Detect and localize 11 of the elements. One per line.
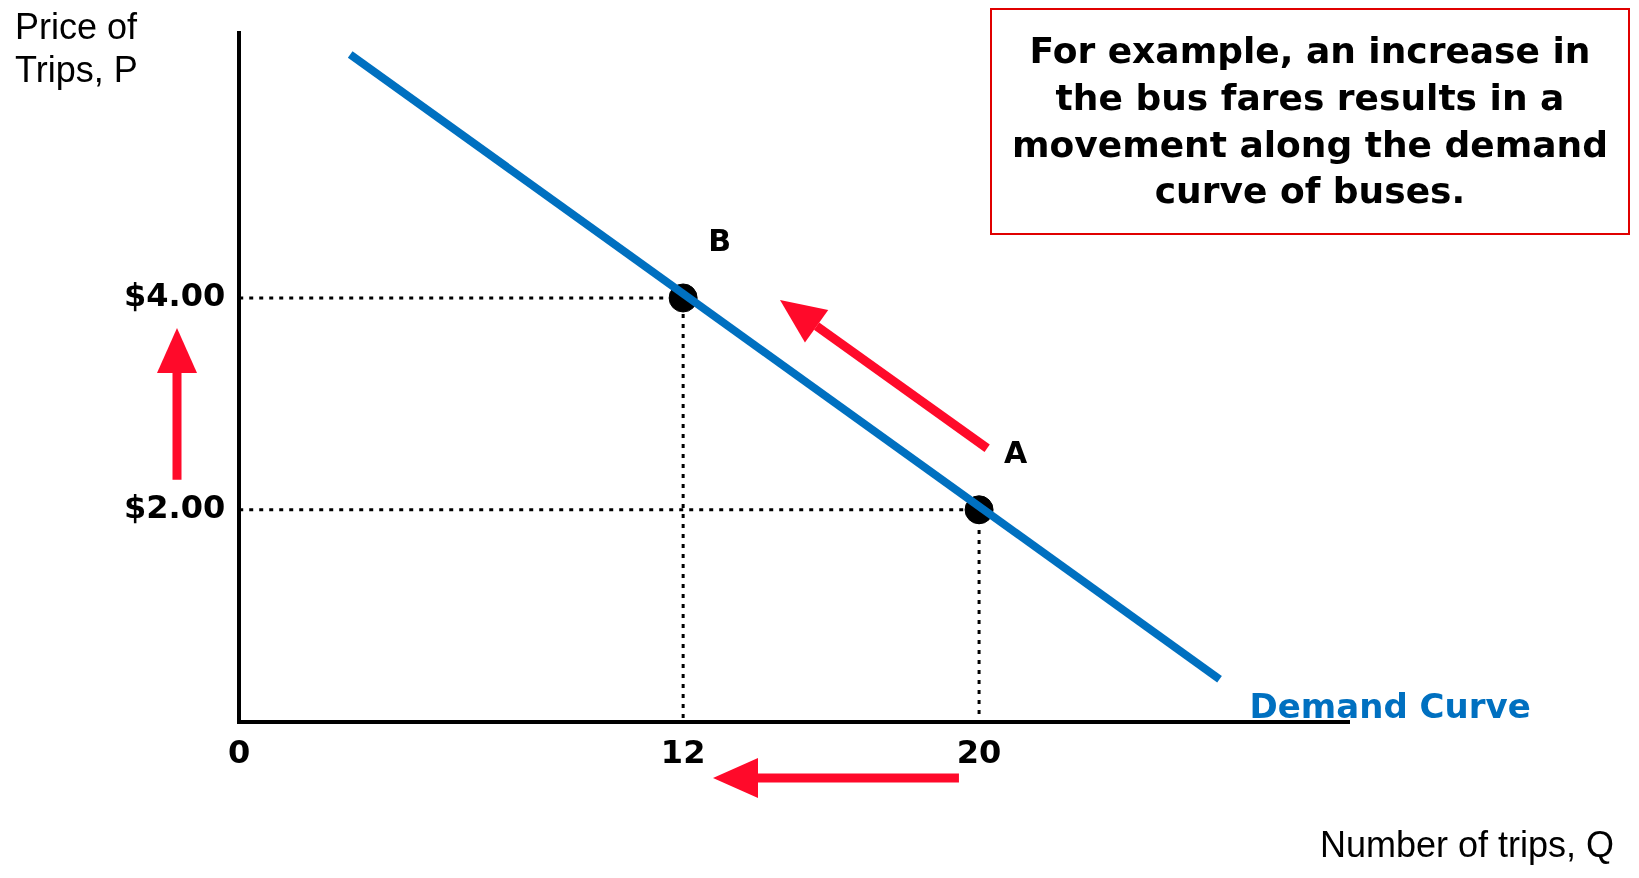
annotation: B: [708, 222, 732, 258]
x-axis-title: Number of trips, Q: [1319, 824, 1614, 866]
annotation: A: [1004, 434, 1029, 470]
y-tick-label: $2.00: [124, 488, 226, 527]
x-tick-label: 0: [228, 733, 251, 772]
x-tick-label: 20: [956, 733, 1002, 772]
y-tick-label: $4.00: [124, 276, 226, 315]
x-tick-label: 12: [660, 733, 706, 772]
series-label: Demand Curve: [1249, 686, 1531, 727]
y-axis-title: Price of Trips, P: [15, 5, 139, 92]
annotation: For example, an increase in the bus fares results in a movement along the demand curve of buses.: [990, 8, 1630, 236]
